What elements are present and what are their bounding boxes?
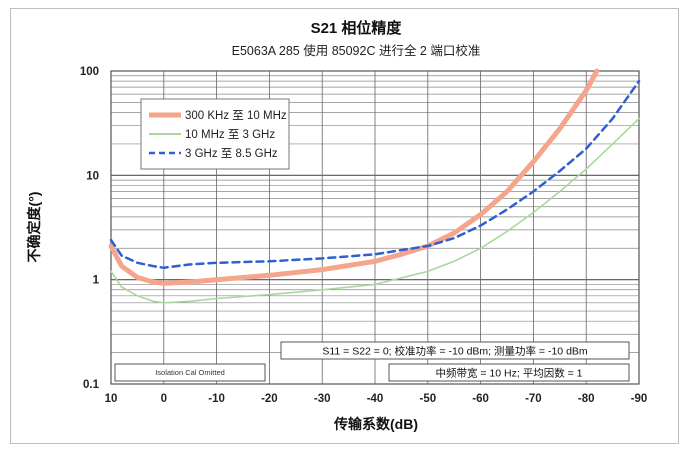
x-tick-label: -50 bbox=[419, 393, 436, 405]
x-tick-label: -90 bbox=[631, 393, 648, 405]
x-tick-label: -40 bbox=[367, 393, 384, 405]
x-tick-label: -70 bbox=[525, 393, 542, 405]
y-tick-label: 100 bbox=[80, 66, 99, 78]
legend-label-series-2: 10 MHz 至 3 GHz bbox=[185, 129, 275, 141]
x-tick-label: -30 bbox=[314, 393, 331, 405]
chart-frame: S21 相位精度 E5063A 285 使用 85092C 进行全 2 端口校准… bbox=[10, 8, 679, 444]
legend-label-series-1: 300 KHz 至 10 MHz bbox=[185, 110, 287, 122]
x-tick-label: -10 bbox=[208, 393, 225, 405]
chart-title: S21 相位精度 bbox=[311, 19, 403, 37]
annotation-box-2 bbox=[388, 363, 630, 382]
series-line-3 bbox=[109, 79, 641, 270]
y-tick-labels: 0.1 1 10 100 bbox=[80, 66, 100, 391]
x-axis-label: 传输系数(dB) bbox=[333, 416, 418, 432]
annotation-text-2: 中频带宽 = 10 Hz; 平均因数 = 1 bbox=[435, 367, 582, 380]
plot-border bbox=[110, 70, 640, 385]
x-tick-label: -80 bbox=[578, 393, 595, 405]
annotation-box-1 bbox=[280, 341, 630, 360]
y-tick-label: 1 bbox=[93, 275, 100, 287]
annotation-text-1: S11 = S22 = 0; 校准功率 = -10 dBm; 测量功率 = -1… bbox=[322, 345, 588, 358]
x-tick-label: -20 bbox=[261, 393, 278, 405]
series-line-1 bbox=[108, 68, 600, 286]
annotation-text-3: Isolation Cal Omitted bbox=[155, 368, 225, 377]
annotation-conditions: S11 = S22 = 0; 校准功率 = -10 dBm; 测量功率 = -1… bbox=[114, 341, 630, 382]
x-tick-label: -60 bbox=[472, 393, 489, 405]
annotation-box-3 bbox=[114, 363, 266, 382]
legend-label-series-3: 3 GHz 至 8.5 GHz bbox=[185, 148, 278, 160]
x-tick-label: 0 bbox=[161, 393, 167, 405]
y-tick-label: 10 bbox=[86, 170, 99, 182]
series-line-2 bbox=[110, 117, 640, 304]
y-tick-label: 0.1 bbox=[83, 379, 100, 391]
series-layer bbox=[108, 68, 641, 304]
x-tick-labels: 10 0 -10 -20 -30 -40 -50 -60 -70 -80 -90 bbox=[105, 393, 648, 405]
y-axis-label: 不确定度(°) bbox=[26, 192, 42, 263]
grid bbox=[110, 71, 640, 385]
chart: S21 相位精度 E5063A 285 使用 85092C 进行全 2 端口校准… bbox=[26, 19, 648, 432]
legend: 300 KHz 至 10 MHz 10 MHz 至 3 GHz 3 GHz 至 … bbox=[140, 98, 290, 170]
chart-subtitle: E5063A 285 使用 85092C 进行全 2 端口校准 bbox=[232, 43, 481, 58]
x-tick-label: 10 bbox=[105, 393, 118, 405]
